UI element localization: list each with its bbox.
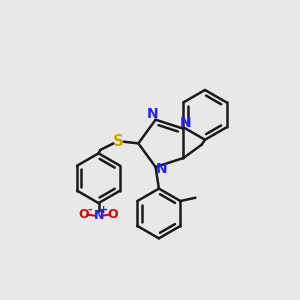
- Text: N: N: [147, 107, 159, 121]
- Text: N: N: [156, 162, 167, 176]
- Text: N: N: [93, 209, 104, 222]
- Text: O: O: [107, 208, 118, 220]
- Text: -: -: [88, 205, 92, 215]
- Text: +: +: [99, 205, 108, 215]
- Text: S: S: [113, 134, 124, 149]
- Text: N: N: [180, 116, 192, 130]
- Text: O: O: [78, 208, 89, 220]
